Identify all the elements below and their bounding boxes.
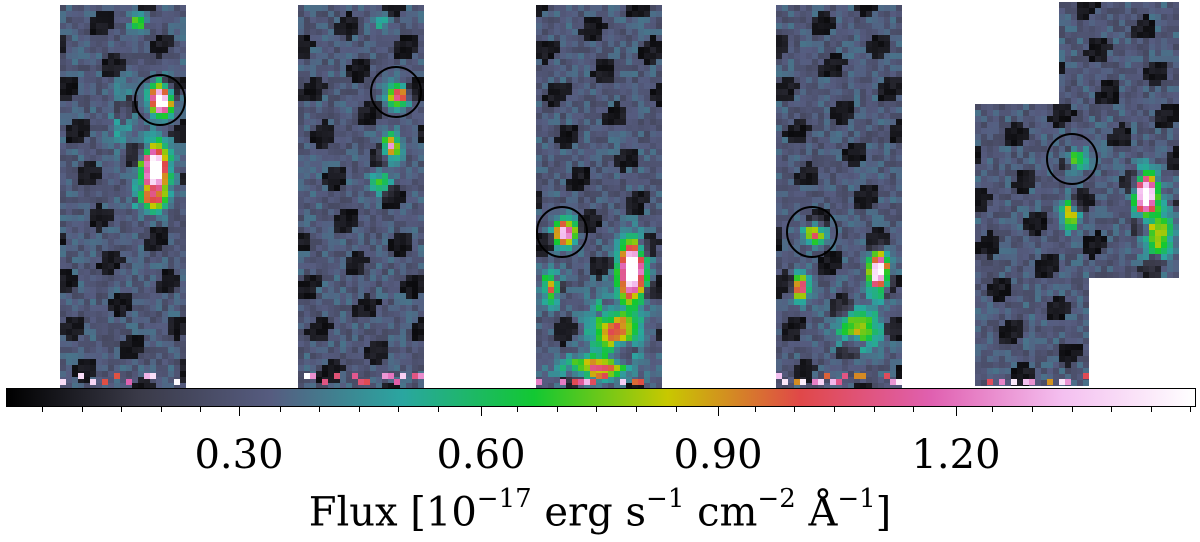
colorbar-label: Flux [10−17 erg s−1 cm−2 Å−1] bbox=[0, 484, 1200, 536]
flux-map-panel-1 bbox=[60, 5, 186, 389]
colorbar-minor-tick bbox=[596, 407, 597, 412]
colorbar-label-main: Flux [10 bbox=[308, 489, 477, 536]
colorbar-minor-tick bbox=[913, 407, 914, 412]
colorbar-minor-tick bbox=[1190, 407, 1191, 412]
flux-map-panel-5 bbox=[975, 2, 1179, 386]
flux-map-panel-2 bbox=[298, 5, 424, 389]
colorbar-label-mid2: cm bbox=[684, 489, 758, 536]
colorbar-label-exp3: −2 bbox=[757, 484, 796, 514]
source-marker-circle bbox=[1046, 133, 1098, 185]
colorbar-major-tick bbox=[481, 407, 482, 416]
colorbar-minor-tick bbox=[398, 407, 399, 412]
colorbar-minor-tick bbox=[676, 407, 677, 412]
colorbar-label-end: ] bbox=[875, 489, 892, 536]
colorbar-tick-label-1: 0.60 bbox=[436, 432, 526, 478]
colorbar-minor-tick bbox=[121, 407, 122, 412]
colorbar-label-exp4: −1 bbox=[837, 484, 876, 514]
colorbar-major-tick bbox=[239, 407, 240, 416]
colorbar bbox=[6, 388, 1196, 416]
flux-map-image bbox=[776, 5, 902, 389]
colorbar-label-exp2: −1 bbox=[646, 484, 685, 514]
colorbar-minor-tick bbox=[517, 407, 518, 412]
colorbar-label-exp1: −17 bbox=[476, 484, 532, 514]
colorbar-minor-tick bbox=[834, 407, 835, 412]
colorbar-minor-tick bbox=[42, 407, 43, 412]
source-marker-circle bbox=[786, 206, 838, 258]
colorbar-minor-tick bbox=[1072, 407, 1073, 412]
colorbar-tick-label-0: 0.30 bbox=[194, 432, 284, 478]
colorbar-major-tick bbox=[956, 407, 957, 416]
colorbar-minor-tick bbox=[319, 407, 320, 412]
colorbar-minor-tick bbox=[200, 407, 201, 412]
colorbar-label-mid3: Å bbox=[795, 489, 838, 536]
colorbar-minor-tick bbox=[992, 407, 993, 412]
colorbar-minor-tick bbox=[82, 407, 83, 412]
source-marker-circle bbox=[370, 66, 422, 118]
colorbar-minor-tick bbox=[359, 407, 360, 412]
colorbar-label-mid1: erg s bbox=[531, 489, 647, 536]
colorbar-minor-tick bbox=[636, 407, 637, 412]
colorbar-minor-tick bbox=[280, 407, 281, 412]
flux-map-panel-3 bbox=[536, 5, 662, 389]
source-marker-circle bbox=[536, 206, 588, 258]
colorbar-minor-tick bbox=[1032, 407, 1033, 412]
flux-map-image bbox=[60, 5, 186, 389]
colorbar-minor-tick bbox=[438, 407, 439, 412]
colorbar-minor-tick bbox=[755, 407, 756, 412]
colorbar-minor-tick bbox=[1151, 407, 1152, 412]
flux-map-panels bbox=[60, 2, 1179, 389]
colorbar-minor-tick bbox=[874, 407, 875, 412]
flux-map-image bbox=[975, 2, 1179, 386]
flux-map-image bbox=[298, 5, 424, 389]
colorbar-gradient bbox=[6, 388, 1196, 407]
colorbar-major-tick bbox=[718, 407, 719, 416]
colorbar-minor-tick bbox=[1111, 407, 1112, 412]
colorbar-tick-label-2: 0.90 bbox=[673, 432, 763, 478]
flux-map-image bbox=[536, 5, 662, 389]
source-marker-circle bbox=[134, 74, 186, 126]
colorbar-minor-tick bbox=[794, 407, 795, 412]
flux-map-panel-4 bbox=[776, 5, 902, 389]
colorbar-minor-tick bbox=[557, 407, 558, 412]
colorbar-tick-label-3: 1.20 bbox=[911, 432, 1001, 478]
colorbar-minor-tick bbox=[161, 407, 162, 412]
